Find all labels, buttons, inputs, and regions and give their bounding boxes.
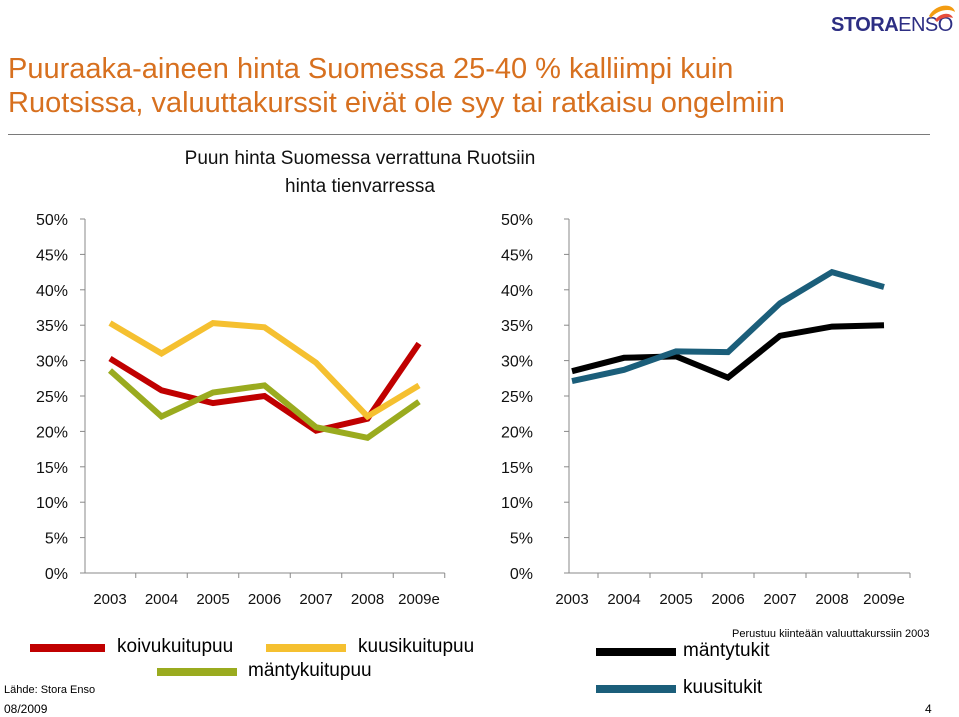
- chart-2-y-tick-label: 5%: [510, 531, 533, 548]
- title-divider: [8, 134, 930, 135]
- legend-label-kuusikuitupuu: kuusikuitupuu: [358, 636, 475, 657]
- slide-title: Puuraaka-aineen hinta Suomessa 25-40 % k…: [8, 52, 785, 120]
- chart-2-x-tick-label: 2009e: [863, 591, 905, 608]
- chart-1-x-tick-label: 2005: [196, 591, 229, 608]
- chart-1-series-2-line: [108, 320, 421, 421]
- chart-1-y-tick-label: 35%: [36, 318, 68, 335]
- page-number: 4: [925, 702, 932, 716]
- chart-1-x-tick-label: 2006: [248, 591, 281, 608]
- chart-2-x-tick-label: 2005: [659, 591, 692, 608]
- logo-swirl-icon: [929, 5, 955, 22]
- chart-2-y-tick-label: 50%: [501, 212, 533, 229]
- chart-1-y-tick-label: 40%: [36, 283, 68, 300]
- chart-2-y-tick-label: 40%: [501, 283, 533, 300]
- chart-1-y-tick-label: 10%: [36, 495, 68, 512]
- chart-title-line-1: Puun hinta Suomessa verrattuna Ruotsiin: [184, 148, 536, 169]
- legend-label-koivukuitupuu: koivukuitupuu: [117, 636, 234, 657]
- chart-2-x-tick-label: 2004: [607, 591, 640, 608]
- chart-1-y-tick-label: 20%: [36, 424, 68, 441]
- chart-1-x-tick-label: 2003: [93, 591, 126, 608]
- slide-title-line-2: Ruotsissa, valuuttakurssit eivät ole syy…: [8, 87, 785, 119]
- legend-label-mantykuitupuu: mäntykuitupuu: [248, 660, 372, 681]
- source-text: Lähde: Stora Enso: [4, 684, 96, 696]
- date-text: 08/2009: [4, 702, 48, 716]
- legend-swatch-mantykuitupuu: [157, 668, 237, 676]
- chart-2-x-tick-label: 2007: [763, 591, 796, 608]
- chart-2-y-tick-label: 35%: [501, 318, 533, 335]
- chart-1-y-tick-label: 30%: [36, 354, 68, 371]
- chart-2-y-tick-label: 30%: [501, 354, 533, 371]
- legend-swatch-kuusitukit: [596, 685, 676, 693]
- chart-title-line-2: hinta tienvarressa: [285, 176, 435, 197]
- chart-2-y-tick-label: 45%: [501, 247, 533, 264]
- chart-1-x-tick-label: 2008: [351, 591, 384, 608]
- legend-swatch-kuusikuitupuu: [266, 644, 346, 652]
- chart-1-y-tick-label: 45%: [36, 247, 68, 264]
- chart-2-y-tick-label: 25%: [501, 389, 533, 406]
- chart-1-y-tick-label: 15%: [36, 460, 68, 477]
- chart-2-y-tick-label: 0%: [510, 566, 533, 583]
- chart-1-y-tick-label: 25%: [36, 389, 68, 406]
- stora-enso-logo: STORAENSO: [831, 2, 957, 42]
- chart-title: Puun hinta Suomessa verrattuna Ruotsiin …: [170, 145, 550, 201]
- chart-2-y-tick-label: 10%: [501, 495, 533, 512]
- chart-1-x-tick-label: 2004: [145, 591, 178, 608]
- legend-label-kuusitukit: kuusitukit: [683, 677, 763, 698]
- chart-2-y-tick-label: 15%: [501, 460, 533, 477]
- chart-2-y-tick-label: 20%: [501, 424, 533, 441]
- legend-label-mantytukit: mäntytukit: [683, 640, 770, 661]
- chart-2-x-tick-label: 2003: [555, 591, 588, 608]
- chart-1-y-tick-label: 5%: [45, 531, 68, 548]
- chart-1-y-tick-label: 50%: [36, 212, 68, 229]
- legend-swatch-mantytukit: [596, 648, 676, 656]
- chart-2-x-tick-label: 2006: [711, 591, 744, 608]
- chart-1-x-tick-label: 2009e: [398, 591, 440, 608]
- slide-title-line-1: Puuraaka-aineen hinta Suomessa 25-40 % k…: [8, 53, 734, 85]
- chart-1-x-tick-label: 2007: [299, 591, 332, 608]
- chart-1-y-tick-label: 0%: [45, 566, 68, 583]
- legend-swatch-koivukuitupuu: [30, 644, 105, 652]
- exchange-rate-note: Perustuu kiinteään valuuttakurssiin 2003: [732, 628, 930, 640]
- chart-1-series-3-line: [108, 368, 421, 441]
- chart-2-x-tick-label: 2008: [815, 591, 848, 608]
